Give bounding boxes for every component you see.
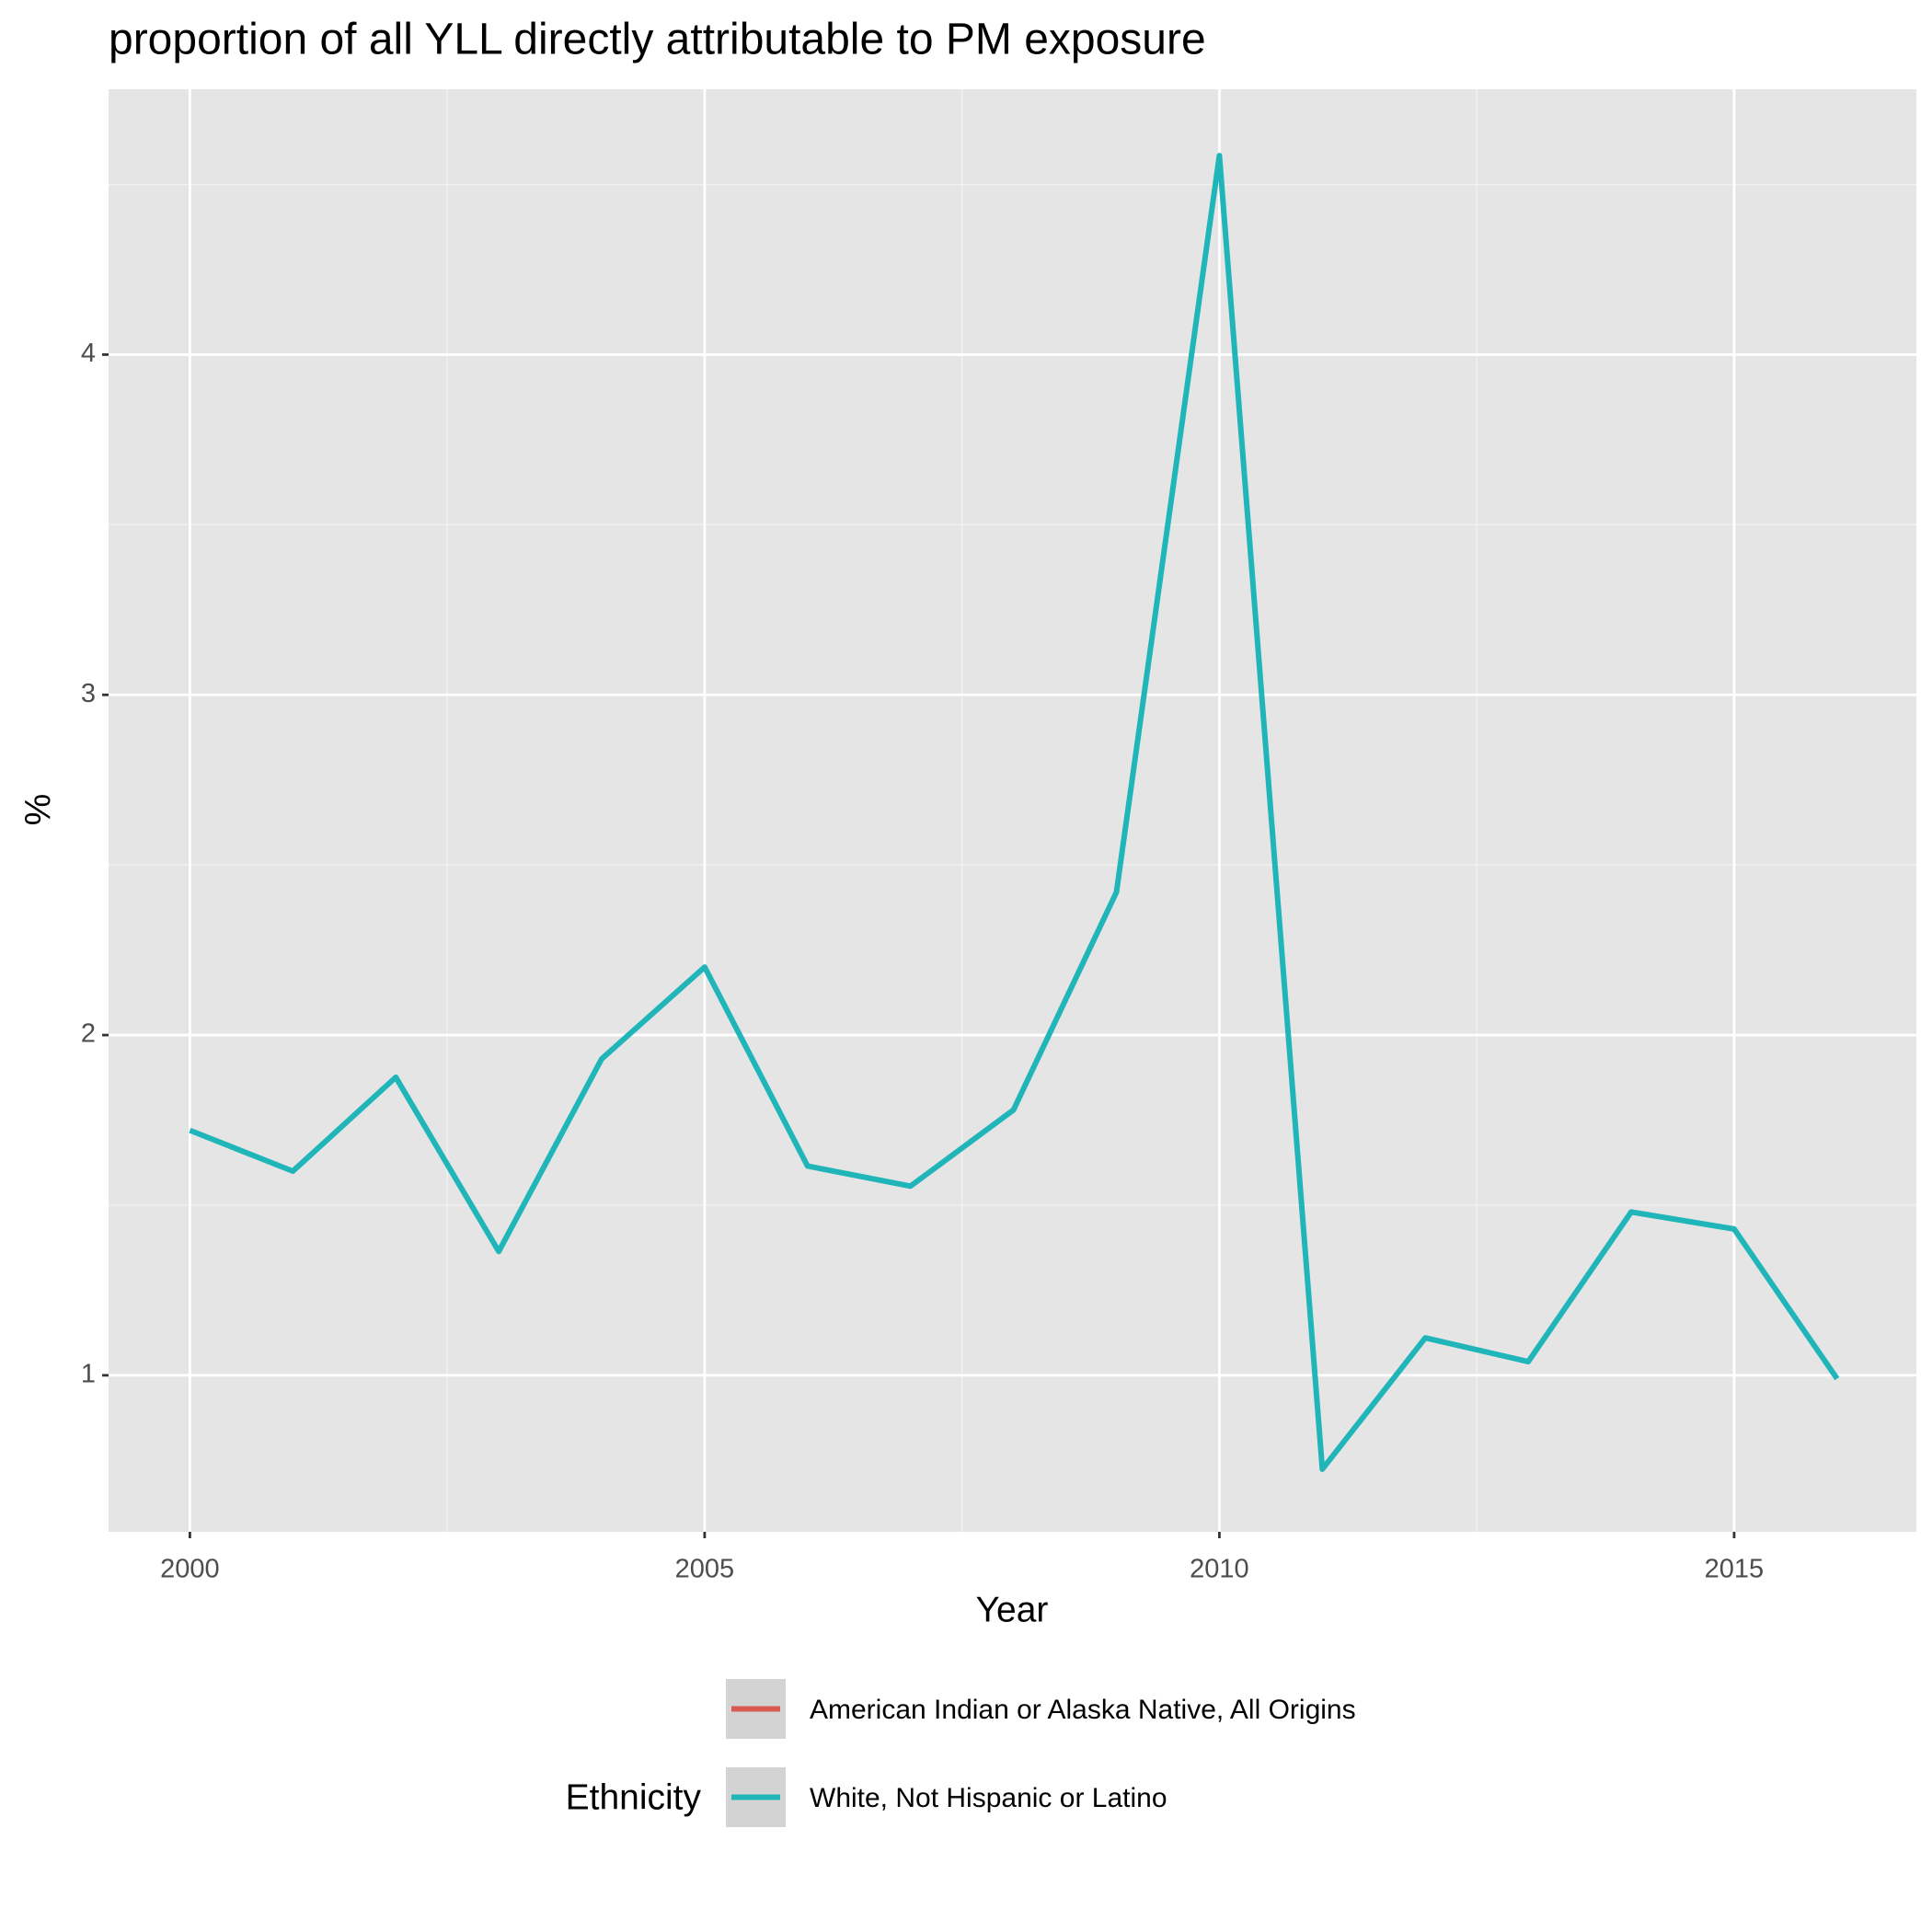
x-tick-label: 2000 <box>160 1555 220 1584</box>
lines <box>189 153 1840 1472</box>
y-tick-label: 3 <box>81 679 96 708</box>
y-tick-label: 1 <box>81 1360 96 1389</box>
y-axis-title: % <box>18 794 58 826</box>
y-tick-label: 2 <box>81 1019 96 1049</box>
legend: American Indian or Alaska Native, All Or… <box>724 1677 1356 1829</box>
y-tick-label: 4 <box>81 339 96 368</box>
legend-label: American Indian or Alaska Native, All Or… <box>810 1695 1356 1725</box>
series-line <box>189 153 1840 1472</box>
legend-title: Ethnicity <box>566 1777 702 1817</box>
x-tick-label: 2015 <box>1705 1555 1765 1584</box>
chart-title: proportion of all YLL directly attributa… <box>109 16 1206 64</box>
x-tick-label: 2010 <box>1190 1555 1249 1584</box>
plot-panel <box>109 89 1916 1532</box>
grid <box>109 89 1916 1532</box>
x-axis-title: Year <box>976 1590 1049 1629</box>
x-tick-label: 2005 <box>675 1555 735 1584</box>
legend-label: White, Not Hispanic or Latino <box>810 1783 1167 1813</box>
